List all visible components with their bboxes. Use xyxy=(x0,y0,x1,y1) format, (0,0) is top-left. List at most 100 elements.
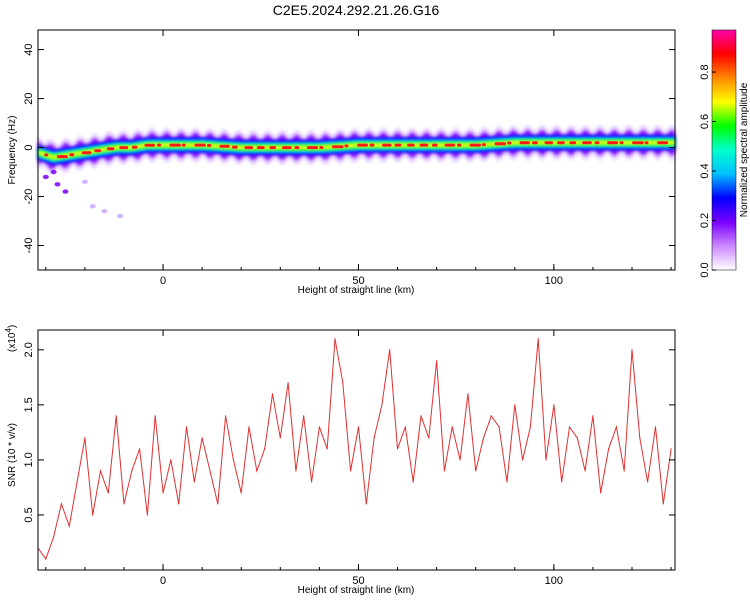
snr-point xyxy=(451,426,453,428)
snr-series-line xyxy=(37,338,672,561)
snr-point xyxy=(522,459,524,461)
snr-point xyxy=(279,437,281,439)
heat-scatter-point xyxy=(81,179,88,184)
colorbar-tick: 0.6 xyxy=(699,114,716,129)
y-tick-label: 2.0 xyxy=(23,342,35,357)
x-tick-label: 50 xyxy=(352,275,364,287)
snr-point xyxy=(232,459,234,461)
snr-point xyxy=(357,426,360,428)
snr-point xyxy=(381,404,383,406)
y-tick: -40 xyxy=(23,238,675,254)
x-tick-label: 0 xyxy=(160,275,166,287)
snr-point xyxy=(576,437,578,439)
spectrogram-x-axis-label: Height of straight line (km) xyxy=(298,285,415,296)
colorbar-tick-label: 0.0 xyxy=(699,262,711,277)
x-tick-label: 50 xyxy=(352,575,364,587)
snr-point xyxy=(84,437,86,439)
x-tick-label: 0 xyxy=(160,575,166,587)
chart-title: C2E5.2024.292.21.26.G16 xyxy=(272,2,440,18)
x-tick-label: 100 xyxy=(545,275,563,287)
colorbar-label: Normalized spectral amplitude xyxy=(739,82,750,217)
y-tick-label: 20 xyxy=(23,92,35,104)
colorbar-gradient xyxy=(711,29,737,271)
y-tick: 0 xyxy=(23,144,675,151)
snr-point xyxy=(287,382,289,384)
snr-point xyxy=(185,426,188,428)
spectrogram-frame xyxy=(37,29,676,271)
snr-point xyxy=(350,470,352,472)
snr-point xyxy=(217,503,219,505)
colorbar-ticks: 0.0 0.2 0.4 0.6 0.8 xyxy=(699,64,716,278)
snr-series-points xyxy=(37,338,672,560)
snr-point xyxy=(248,426,250,428)
snr-x-ticks: 0 50 100 xyxy=(45,330,672,587)
snr-plot-area xyxy=(38,330,675,570)
snr-point xyxy=(326,448,328,450)
snr-point xyxy=(225,415,227,417)
snr-point xyxy=(647,481,649,483)
heat-scatter-point xyxy=(50,169,57,175)
snr-point xyxy=(295,470,297,472)
snr-point xyxy=(623,470,625,472)
snr-point xyxy=(99,470,102,472)
snr-point xyxy=(389,349,391,351)
snr-point xyxy=(443,470,445,472)
snr-point xyxy=(107,492,109,494)
y-tick: 2.0 xyxy=(23,342,675,357)
snr-point xyxy=(45,558,47,560)
snr-frame xyxy=(37,329,676,571)
colorbar-tick-label: 0.8 xyxy=(699,64,711,79)
y-tick-label: 1.5 xyxy=(23,397,35,412)
snr-point xyxy=(670,448,672,450)
snr-panel: 0 50 100 0.5 1.0 1.5 2.0 Height of straight l… xyxy=(4,325,676,596)
y-tick: 40 xyxy=(23,43,675,56)
snr-point xyxy=(146,514,148,516)
snr-point xyxy=(553,404,555,406)
snr-point xyxy=(436,360,438,362)
y-tick-label: 1.0 xyxy=(23,452,35,467)
y-tick: -20 xyxy=(23,189,675,205)
snr-point xyxy=(467,393,469,395)
x-tick-label: 100 xyxy=(545,575,563,587)
y-tick: 20 xyxy=(23,92,675,105)
snr-point xyxy=(412,481,414,483)
spectrogram-x-ticks: 0 50 100 xyxy=(45,30,672,287)
snr-point xyxy=(482,437,485,439)
snr-point xyxy=(162,492,164,494)
y-tick: 1.0 xyxy=(23,452,675,468)
snr-point xyxy=(193,481,195,483)
y-tick: 0.5 xyxy=(23,507,675,523)
snr-point xyxy=(92,514,94,516)
spectrogram-y-axis-label: Frequency (Hz) xyxy=(7,116,18,185)
snr-point xyxy=(334,338,336,340)
snr-point xyxy=(662,503,664,505)
snr-point xyxy=(271,393,274,395)
snr-point xyxy=(373,437,375,439)
snr-x-axis-label: Height of straight line (km) xyxy=(298,585,415,596)
snr-point xyxy=(490,415,492,417)
y-tick-label: 40 xyxy=(23,43,35,55)
snr-point xyxy=(506,481,508,483)
snr-point xyxy=(154,415,156,417)
colorbar-tick: 0.4 xyxy=(699,163,716,179)
y-tick-label: -40 xyxy=(23,238,35,254)
snr-point xyxy=(318,426,320,428)
snr-point xyxy=(459,459,461,461)
snr-point xyxy=(568,426,571,428)
y-tick-label: 0 xyxy=(23,144,35,150)
colorbar-tick-label: 0.6 xyxy=(699,114,711,129)
snr-point xyxy=(209,470,211,472)
snr-point xyxy=(639,437,641,439)
snr-point xyxy=(139,448,141,450)
snr-exponent-label: (x104) xyxy=(4,325,18,352)
y-tick-label: -20 xyxy=(23,189,35,205)
snr-point xyxy=(303,415,305,417)
snr-y-axis-label: SNR (10 * v/v) xyxy=(7,423,18,487)
heat-scatter-layer xyxy=(42,169,124,219)
snr-y-ticks: 0.5 1.0 1.5 2.0 xyxy=(23,342,675,523)
colorbar-tick-label: 0.4 xyxy=(699,163,711,178)
snr-point xyxy=(654,426,657,428)
heat-scatter-point xyxy=(89,204,96,209)
snr-point xyxy=(131,470,133,472)
